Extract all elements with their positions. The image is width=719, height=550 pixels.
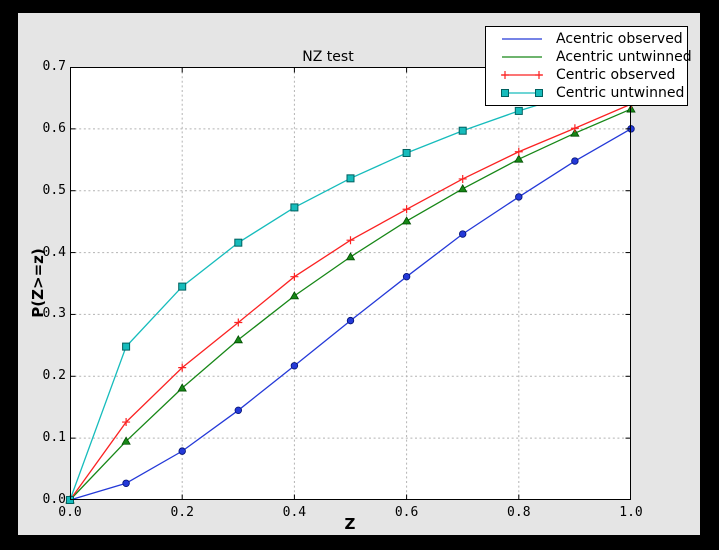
legend-label: Acentric untwinned <box>556 49 692 65</box>
x-tick-label: 0.2 <box>170 505 194 520</box>
legend-sample-line-icon <box>502 56 542 58</box>
legend-item-acentric-untwinned: Acentric untwinned <box>486 48 692 66</box>
legend: Acentric observed Acentric untwinned Cen… <box>485 26 692 106</box>
x-tick-label: 0.8 <box>507 505 531 520</box>
y-tick-labels: 0.0 0.1 0.2 0.3 0.4 0.5 0.6 0.7 <box>18 59 66 507</box>
y-tick-label: 0.0 <box>42 492 66 507</box>
y-tick-label: 0.2 <box>42 368 66 384</box>
x-tick-label: 0.6 <box>394 505 419 520</box>
y-tick-label: 0.6 <box>42 120 66 136</box>
x-tick-label: 0.0 <box>58 505 82 520</box>
x-tick-label: 0.4 <box>282 505 307 520</box>
legend-sample-line-icon <box>502 38 542 40</box>
y-tick-label: 0.3 <box>42 306 66 322</box>
plot-canvas <box>65 67 636 504</box>
x-tick-label: 1.0 <box>619 505 643 520</box>
legend-label: Acentric observed <box>556 31 683 47</box>
x-tick-labels: 0.0 0.2 0.4 0.6 0.8 1.0 <box>58 505 642 523</box>
y-tick-label: 0.5 <box>42 182 66 198</box>
plot-area <box>65 67 636 504</box>
legend-sample-plus-line-icon <box>501 71 543 79</box>
y-tick-label: 0.4 <box>42 244 66 260</box>
chart-title: NZ test <box>302 49 354 65</box>
legend-item-acentric-observed: Acentric observed <box>486 30 687 48</box>
legend-sample-square-line-icon <box>501 89 543 97</box>
figure-window: NZ test P(Z>=z) 0.0 0.2 0.4 0.6 0.8 1.0 0.0 0.… <box>18 13 700 535</box>
legend-label: Centric untwinned <box>556 85 685 101</box>
legend-label: Centric observed <box>556 67 676 83</box>
x-axis-label: Z <box>344 515 356 533</box>
legend-item-centric-untwinned: Centric untwinned <box>486 84 687 102</box>
y-tick-label: 0.7 <box>42 59 66 74</box>
legend-item-centric-observed: Centric observed <box>486 66 687 84</box>
y-tick-label: 0.1 <box>42 430 66 446</box>
